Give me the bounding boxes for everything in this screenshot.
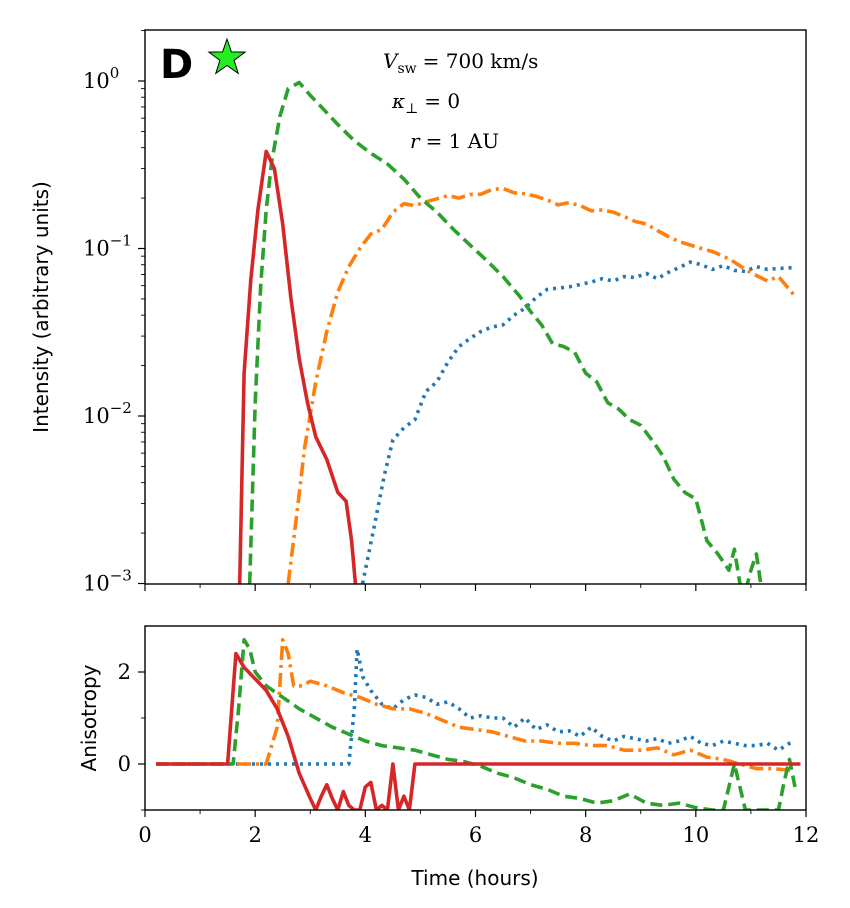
annotation-vsw-symbol: V (383, 49, 400, 73)
bottom-x-tick-label: 10 (682, 823, 709, 847)
top-y-tick-exp: 0 (110, 64, 120, 82)
bottom-x-ticks: 0 2 4 6 8 10 12 (138, 810, 819, 847)
bottom-series-red-solid (156, 651, 801, 810)
top-series-red-solid (237, 149, 358, 584)
bottom-x-tick-label: 0 (138, 823, 151, 847)
top-series-orange-dashdot (286, 186, 797, 584)
annotation-vsw-value: = 700 km/s (423, 49, 539, 73)
top-series-blue-dotted (360, 260, 796, 584)
top-y-axis-label: Intensity (arbitrary units) (29, 181, 53, 433)
bottom-x-tick-label: 12 (793, 823, 820, 847)
annotation-kappa-sub: ⊥ (405, 101, 418, 117)
bottom-series-blue-dotted (156, 647, 796, 766)
annotation-kappa: κ⊥ = 0 (391, 89, 460, 117)
bottom-y-axis-label: Anisotropy (77, 664, 101, 771)
top-y-tick-label: 10−2 (83, 399, 132, 428)
top-y-tick-label: 10−3 (83, 567, 132, 596)
bottom-y-tick-label: 2 (118, 660, 131, 684)
top-y-tick-exp: −2 (110, 399, 132, 417)
bottom-series-orange-dashdot (156, 637, 796, 773)
bottom-x-tick-label: 8 (579, 823, 592, 847)
top-y-tick-exp: −1 (110, 232, 132, 250)
star-icon (207, 37, 247, 75)
bottom-x-tick-label: 6 (469, 823, 482, 847)
top-y-tick-base: 10 (83, 237, 110, 261)
annotation-vsw: Vsw = 700 km/s (383, 49, 538, 77)
bottom-panel: 02 0 2 4 6 8 10 12 Anisotropy Time (hours) (77, 625, 819, 890)
bottom-series-green-dashed (156, 637, 797, 810)
top-y-tick-base: 10 (83, 404, 110, 428)
bottom-x-tick-label: 2 (248, 823, 261, 847)
top-y-tick-base: 10 (83, 69, 110, 93)
annotation-radius: r = 1 AU (410, 129, 499, 153)
top-y-tick-label: 100 (83, 64, 119, 93)
top-series-green-dashed (247, 80, 763, 584)
bottom-y-ticks: 02 (118, 660, 145, 811)
bottom-y-tick-label: 0 (118, 752, 131, 776)
annotation-kappa-symbol: κ (391, 89, 405, 113)
annotation-r-value: = 1 AU (426, 129, 500, 153)
annotation-kappa-value: = 0 (424, 89, 460, 113)
panel-letter: D (160, 42, 193, 88)
annotation-vsw-sub: sw (397, 61, 416, 77)
top-axes-frame (144, 29, 807, 585)
bottom-series-group (156, 637, 801, 810)
annotation-r-symbol: r (410, 129, 421, 153)
top-x-ticks (144, 584, 807, 591)
top-y-tick-base: 10 (83, 572, 110, 596)
top-series-group (237, 80, 797, 584)
top-y-tick-label: 10−1 (83, 232, 132, 261)
x-axis-label: Time (hours) (410, 866, 538, 890)
top-y-tick-exp: −3 (110, 567, 132, 585)
bottom-x-tick-label: 4 (359, 823, 372, 847)
